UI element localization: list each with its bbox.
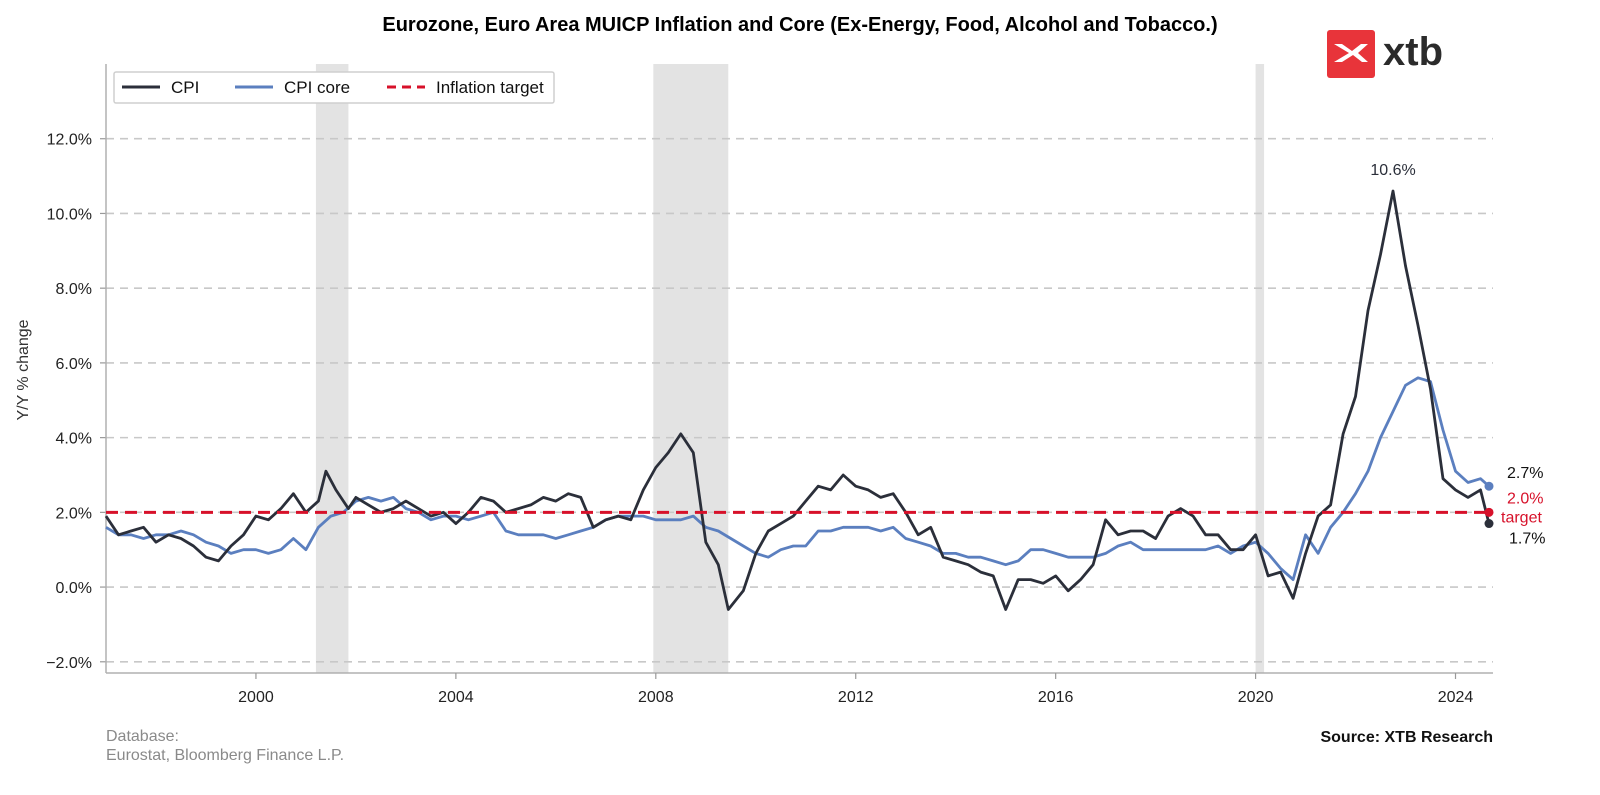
y-tick-label: 10.0% xyxy=(47,206,92,223)
axes xyxy=(105,64,1493,679)
y-tick-label: −2.0% xyxy=(46,655,92,672)
y-tick-label: 6.0% xyxy=(56,356,92,373)
x-tick-label: 2020 xyxy=(1238,689,1274,706)
recession-band xyxy=(315,64,349,673)
x-tick-label: 2004 xyxy=(438,689,474,706)
target-value-label: 2.0% xyxy=(1507,490,1543,507)
target-end-marker xyxy=(1484,507,1494,517)
x-tick-labels: 2000 2004 2008 2012 2016 2020 2024 xyxy=(238,689,1473,706)
cpi-core-end-marker xyxy=(1484,481,1494,491)
x-tick-label: 2000 xyxy=(238,689,274,706)
recession-band xyxy=(1255,64,1265,673)
y-tick-label: 12.0% xyxy=(47,132,92,149)
grid-lines xyxy=(100,137,1493,663)
database-label: Database: xyxy=(106,728,179,745)
recession-shading xyxy=(315,64,1265,673)
legend: CPI CPI core Inflation target xyxy=(113,71,555,104)
legend-label-cpi: CPI xyxy=(171,78,199,97)
y-tick-label: 8.0% xyxy=(56,281,92,298)
cpi-core-last-value: 2.7% xyxy=(1507,465,1543,482)
source-label: Source: XTB Research xyxy=(1320,729,1493,746)
recession-band xyxy=(653,64,729,673)
legend-box xyxy=(113,71,555,104)
series-line-cpi xyxy=(104,189,1491,611)
y-tick-label: 0.0% xyxy=(56,580,92,597)
logo-x-icon xyxy=(1334,44,1368,62)
x-tick-label: 2008 xyxy=(638,689,674,706)
series-line-cpi-core xyxy=(105,376,1490,581)
annotations: 10.6% 2.7% 2.0% target 1.7% xyxy=(1370,162,1545,548)
series-lines xyxy=(104,189,1494,611)
legend-label-cpi-core: CPI core xyxy=(284,78,350,97)
x-tick-label: 2024 xyxy=(1438,689,1474,706)
x-tick-label: 2012 xyxy=(838,689,874,706)
y-tick-label: 4.0% xyxy=(56,431,92,448)
x-tick-label: 2016 xyxy=(1038,689,1074,706)
xtb-logo: xtb xyxy=(1327,30,1443,78)
target-word-label: target xyxy=(1501,509,1542,526)
legend-label-inflation-target: Inflation target xyxy=(436,78,544,97)
logo-brand-text: xtb xyxy=(1383,30,1443,74)
cpi-end-marker xyxy=(1484,519,1494,529)
database-value: Eurostat, Bloomberg Finance L.P. xyxy=(106,747,344,764)
peak-annotation: 10.6% xyxy=(1370,162,1415,179)
y-tick-label: 2.0% xyxy=(56,505,92,522)
cpi-last-value: 1.7% xyxy=(1509,531,1545,548)
y-tick-labels: −2.0% 0.0% 2.0% 4.0% 6.0% 8.0% 10.0% 12.0% xyxy=(46,132,92,672)
chart-title: Eurozone, Euro Area MUICP Inflation and … xyxy=(382,14,1217,36)
y-axis-label: Y/Y % change xyxy=(15,319,32,420)
